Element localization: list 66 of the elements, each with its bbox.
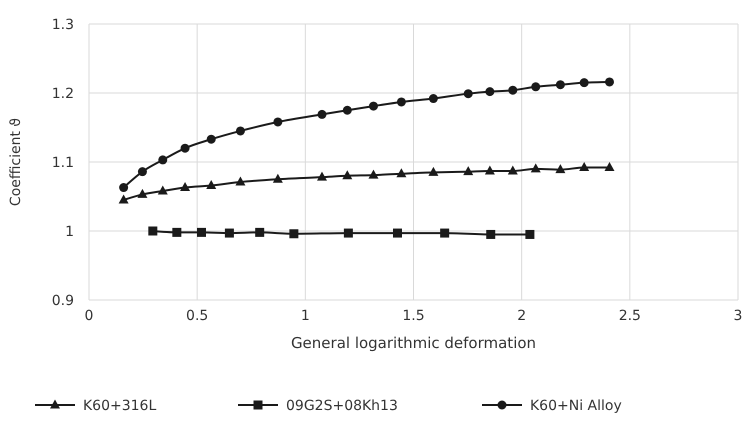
point xyxy=(342,106,352,115)
point xyxy=(530,163,541,172)
point xyxy=(344,228,353,238)
point xyxy=(508,86,518,95)
point xyxy=(272,174,283,183)
legend-label: 09G2S+08Kh13 xyxy=(286,398,398,414)
x-tick-label: 0 xyxy=(84,308,94,324)
point xyxy=(580,78,589,88)
point xyxy=(255,228,264,237)
point xyxy=(118,194,129,204)
point xyxy=(235,176,246,186)
y-tick-label: 0.9 xyxy=(52,293,74,309)
point xyxy=(485,87,494,96)
y-tick-label: 1.1 xyxy=(52,155,74,171)
point xyxy=(486,230,496,239)
x-tick-label: 2.5 xyxy=(618,308,641,324)
legend-label: K60+316L xyxy=(83,398,156,414)
point xyxy=(196,228,206,237)
y-tick-label: 1.3 xyxy=(52,17,74,33)
legend-label: K60+Ni Alloy xyxy=(530,398,622,414)
point xyxy=(148,226,158,236)
point xyxy=(236,126,245,136)
point xyxy=(525,230,534,239)
x-tick-label: 1 xyxy=(300,308,310,324)
point xyxy=(206,134,216,144)
point xyxy=(508,165,518,174)
point xyxy=(428,166,438,176)
point xyxy=(579,162,590,172)
point xyxy=(368,170,378,179)
point xyxy=(368,102,378,111)
point xyxy=(224,228,234,238)
point xyxy=(463,166,474,176)
point xyxy=(138,167,147,176)
y-tick-label: 1 xyxy=(65,224,74,240)
point xyxy=(484,165,495,174)
point xyxy=(464,89,473,98)
point xyxy=(531,82,540,92)
point xyxy=(137,188,148,198)
point xyxy=(206,180,216,189)
point xyxy=(316,172,327,181)
point xyxy=(342,170,352,180)
x-tick-label: 2 xyxy=(517,308,526,324)
point xyxy=(289,229,298,238)
point xyxy=(555,164,566,174)
x-tick-label: 1.5 xyxy=(402,308,425,324)
point xyxy=(392,228,402,238)
point xyxy=(180,144,190,153)
point xyxy=(273,117,282,126)
point xyxy=(180,182,190,192)
point xyxy=(396,168,406,178)
point xyxy=(440,228,450,238)
point xyxy=(158,155,168,164)
x-axis-title: General logarithmic deformation xyxy=(290,334,536,352)
x-tick-label: 3 xyxy=(734,308,742,324)
point xyxy=(604,162,614,172)
x-tick-label: 0.5 xyxy=(186,308,208,324)
point xyxy=(396,97,406,106)
y-axis-title: Coefficient ϑ xyxy=(8,118,24,206)
point xyxy=(317,110,326,119)
point xyxy=(158,185,168,194)
point xyxy=(172,228,182,237)
y-tick-label: 1.2 xyxy=(52,86,74,102)
point xyxy=(605,77,614,86)
point xyxy=(428,94,438,104)
point xyxy=(119,183,128,192)
point xyxy=(556,80,565,90)
